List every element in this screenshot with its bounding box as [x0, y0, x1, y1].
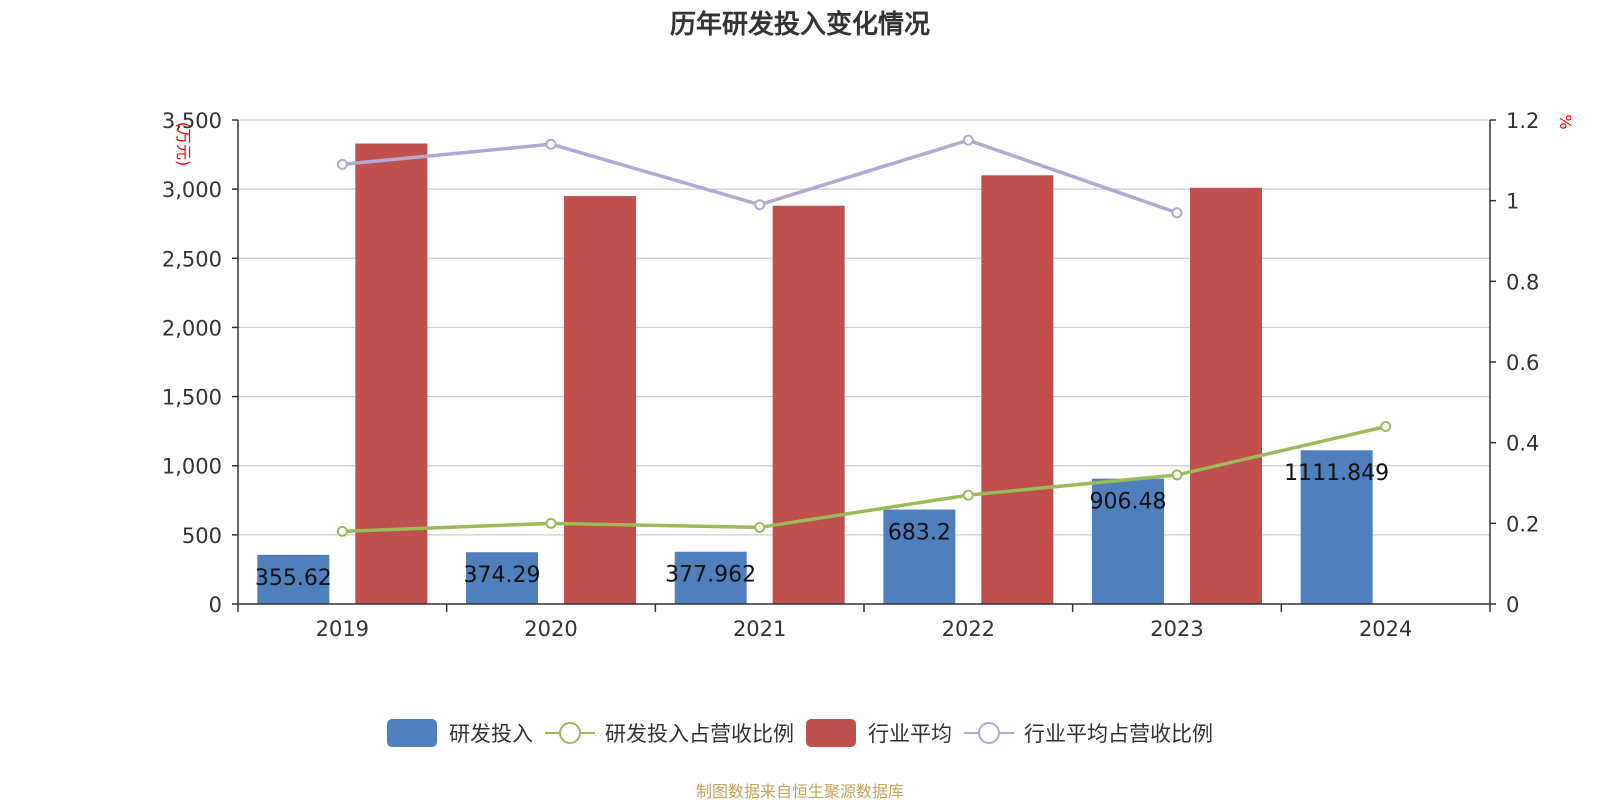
x-tick-label: 2023: [1150, 617, 1203, 641]
y-right-tick-label: 0.6: [1506, 351, 1539, 375]
x-tick-label: 2021: [733, 617, 786, 641]
bar-rd-investment: [883, 509, 956, 604]
x-tick-label: 2024: [1359, 617, 1412, 641]
line-point: [962, 489, 974, 501]
legend-swatch: [387, 719, 437, 747]
y-right-tick-label: 0.2: [1506, 512, 1539, 536]
bar-rd-investment: [1092, 478, 1164, 604]
bar-rd-investment: [466, 552, 538, 604]
legend-label: 行业平均占营收比例: [1024, 722, 1213, 746]
line-point: [754, 199, 766, 211]
y-left-tick-label: 3,000: [162, 178, 222, 202]
y-left-tick-label: 0: [209, 593, 222, 617]
data-label: 355.62: [255, 566, 332, 591]
line-point: [1171, 469, 1183, 481]
chart-title: 历年研发投入变化情况: [669, 10, 930, 40]
y-left-tick-label: 1,000: [162, 455, 222, 479]
y-right-unit: %: [1556, 114, 1575, 129]
legend-label: 研发投入: [449, 722, 533, 746]
y-left-tick-label: 2,500: [162, 247, 222, 271]
legend-label: 研发投入占营收比例: [605, 722, 794, 746]
legend-line-marker: [964, 722, 1014, 744]
data-label: 374.29: [464, 563, 541, 588]
y-left-tick-label: 500: [182, 524, 222, 548]
line-point: [754, 521, 766, 533]
data-labels: 355.62 374.29 377.962 683.2 906.48 1111.849: [255, 461, 1389, 591]
line-point: [545, 138, 557, 150]
legend-item[interactable]: 行业平均: [806, 718, 952, 748]
data-label: 683.2: [888, 521, 951, 546]
data-label: 1111.849: [1284, 461, 1389, 486]
legend-label: 行业平均: [868, 722, 952, 746]
bars: [257, 143, 1373, 605]
x-tick-label: 2022: [942, 617, 995, 641]
legend-swatch: [806, 719, 856, 747]
data-label: 906.48: [1090, 490, 1167, 515]
line-point: [1171, 207, 1183, 219]
bar-industry-average: [1190, 187, 1262, 604]
line-point: [336, 158, 348, 170]
bar-industry-average: [981, 175, 1054, 605]
bar-industry-average: [564, 196, 636, 605]
y-left-tick-label: 3,500: [162, 109, 222, 133]
x-tick-label: 2020: [524, 617, 577, 641]
grid-lines: [238, 119, 1490, 536]
y-left-tick-label: 2,000: [162, 316, 222, 340]
y-right-tick-label: 1.2: [1506, 109, 1539, 133]
bar-rd-investment: [1300, 450, 1373, 604]
y-left-unit: (万元): [174, 122, 193, 167]
bar-rd-investment: [257, 554, 330, 604]
lines: [336, 134, 1392, 537]
y-left-tick-label: 1,500: [162, 386, 222, 410]
chart-canvas: 0 500 1,000 1,500 2,000 2,500 3,000 3,500 0 0.2 0.…: [162, 109, 1575, 641]
bar-industry-average: [772, 205, 845, 605]
x-tick-label: 2019: [316, 617, 369, 641]
legend-item[interactable]: 研发投入: [387, 718, 533, 748]
line-point: [545, 517, 557, 529]
line-point: [1380, 421, 1392, 433]
y-right-tick-label: 0.8: [1506, 270, 1539, 294]
bar-rd-investment: [674, 551, 747, 604]
data-label: 377.962: [665, 563, 756, 588]
legend-item[interactable]: 研发投入占营收比例: [545, 718, 794, 748]
bar-industry-average: [355, 143, 428, 604]
legend-line-marker: [545, 722, 595, 744]
legend: 研发投入 研发投入占营收比例 行业平均 行业平均占营收比例: [0, 718, 1600, 752]
axes: 0 500 1,000 1,500 2,000 2,500 3,000 3,500 0 0.2 0.…: [162, 109, 1575, 641]
line-point: [336, 525, 348, 537]
y-right-tick-label: 0: [1506, 593, 1519, 617]
y-right-tick-label: 1: [1506, 190, 1519, 214]
line-point: [962, 134, 974, 146]
y-right-tick-label: 0.4: [1506, 432, 1539, 456]
legend-item[interactable]: 行业平均占营收比例: [964, 718, 1213, 748]
source-note: 制图数据来自恒生聚源数据库: [695, 782, 904, 801]
line-rd-ratio: [342, 424, 1387, 534]
